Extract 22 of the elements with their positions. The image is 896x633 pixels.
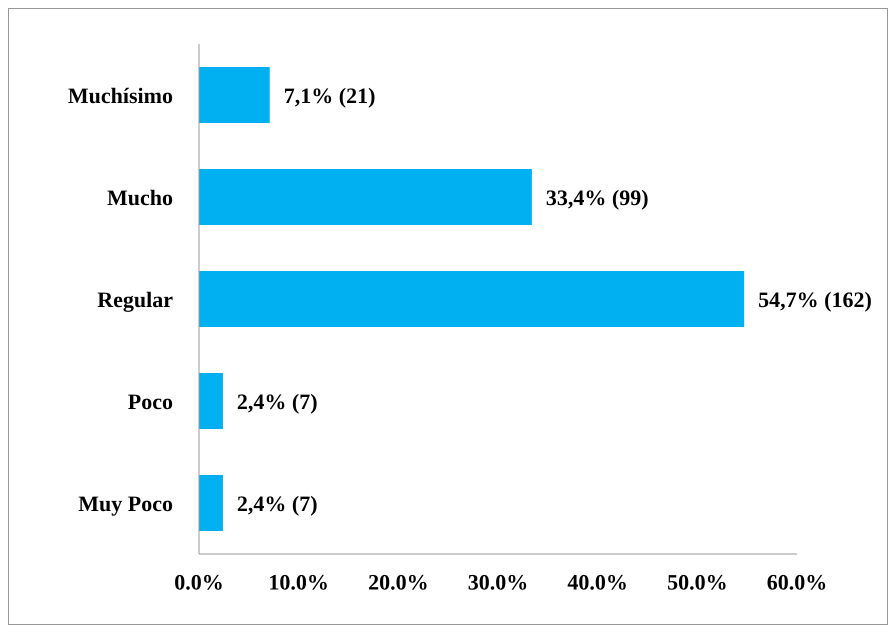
x-tick-label: 60.0% <box>766 570 828 595</box>
x-tick-label: 10.0% <box>268 570 329 595</box>
x-tick-label: 50.0% <box>667 570 728 595</box>
x-tick-label: 0.0% <box>174 570 224 595</box>
data-label: 2,4% (7) <box>236 490 318 516</box>
data-label: 2,4% (7) <box>236 388 318 414</box>
x-tick-label: 40.0% <box>567 570 628 595</box>
data-label: 7,1% (21) <box>284 82 376 108</box>
bar <box>199 373 223 429</box>
x-tick-label: 20.0% <box>368 570 429 595</box>
y-tick-label: Muy Poco <box>78 490 173 516</box>
bar <box>199 67 270 123</box>
bar <box>199 475 223 531</box>
y-tick-label: Muchísimo <box>68 82 173 108</box>
y-tick-label: Regular <box>97 286 174 312</box>
y-tick-label: Mucho <box>107 184 173 210</box>
data-label: 54,7% (162) <box>758 286 872 312</box>
y-tick-label: Poco <box>128 388 173 414</box>
bar <box>199 271 744 327</box>
bar <box>199 169 532 225</box>
data-label: 33,4% (99) <box>546 184 649 210</box>
x-tick-label: 30.0% <box>468 570 528 595</box>
